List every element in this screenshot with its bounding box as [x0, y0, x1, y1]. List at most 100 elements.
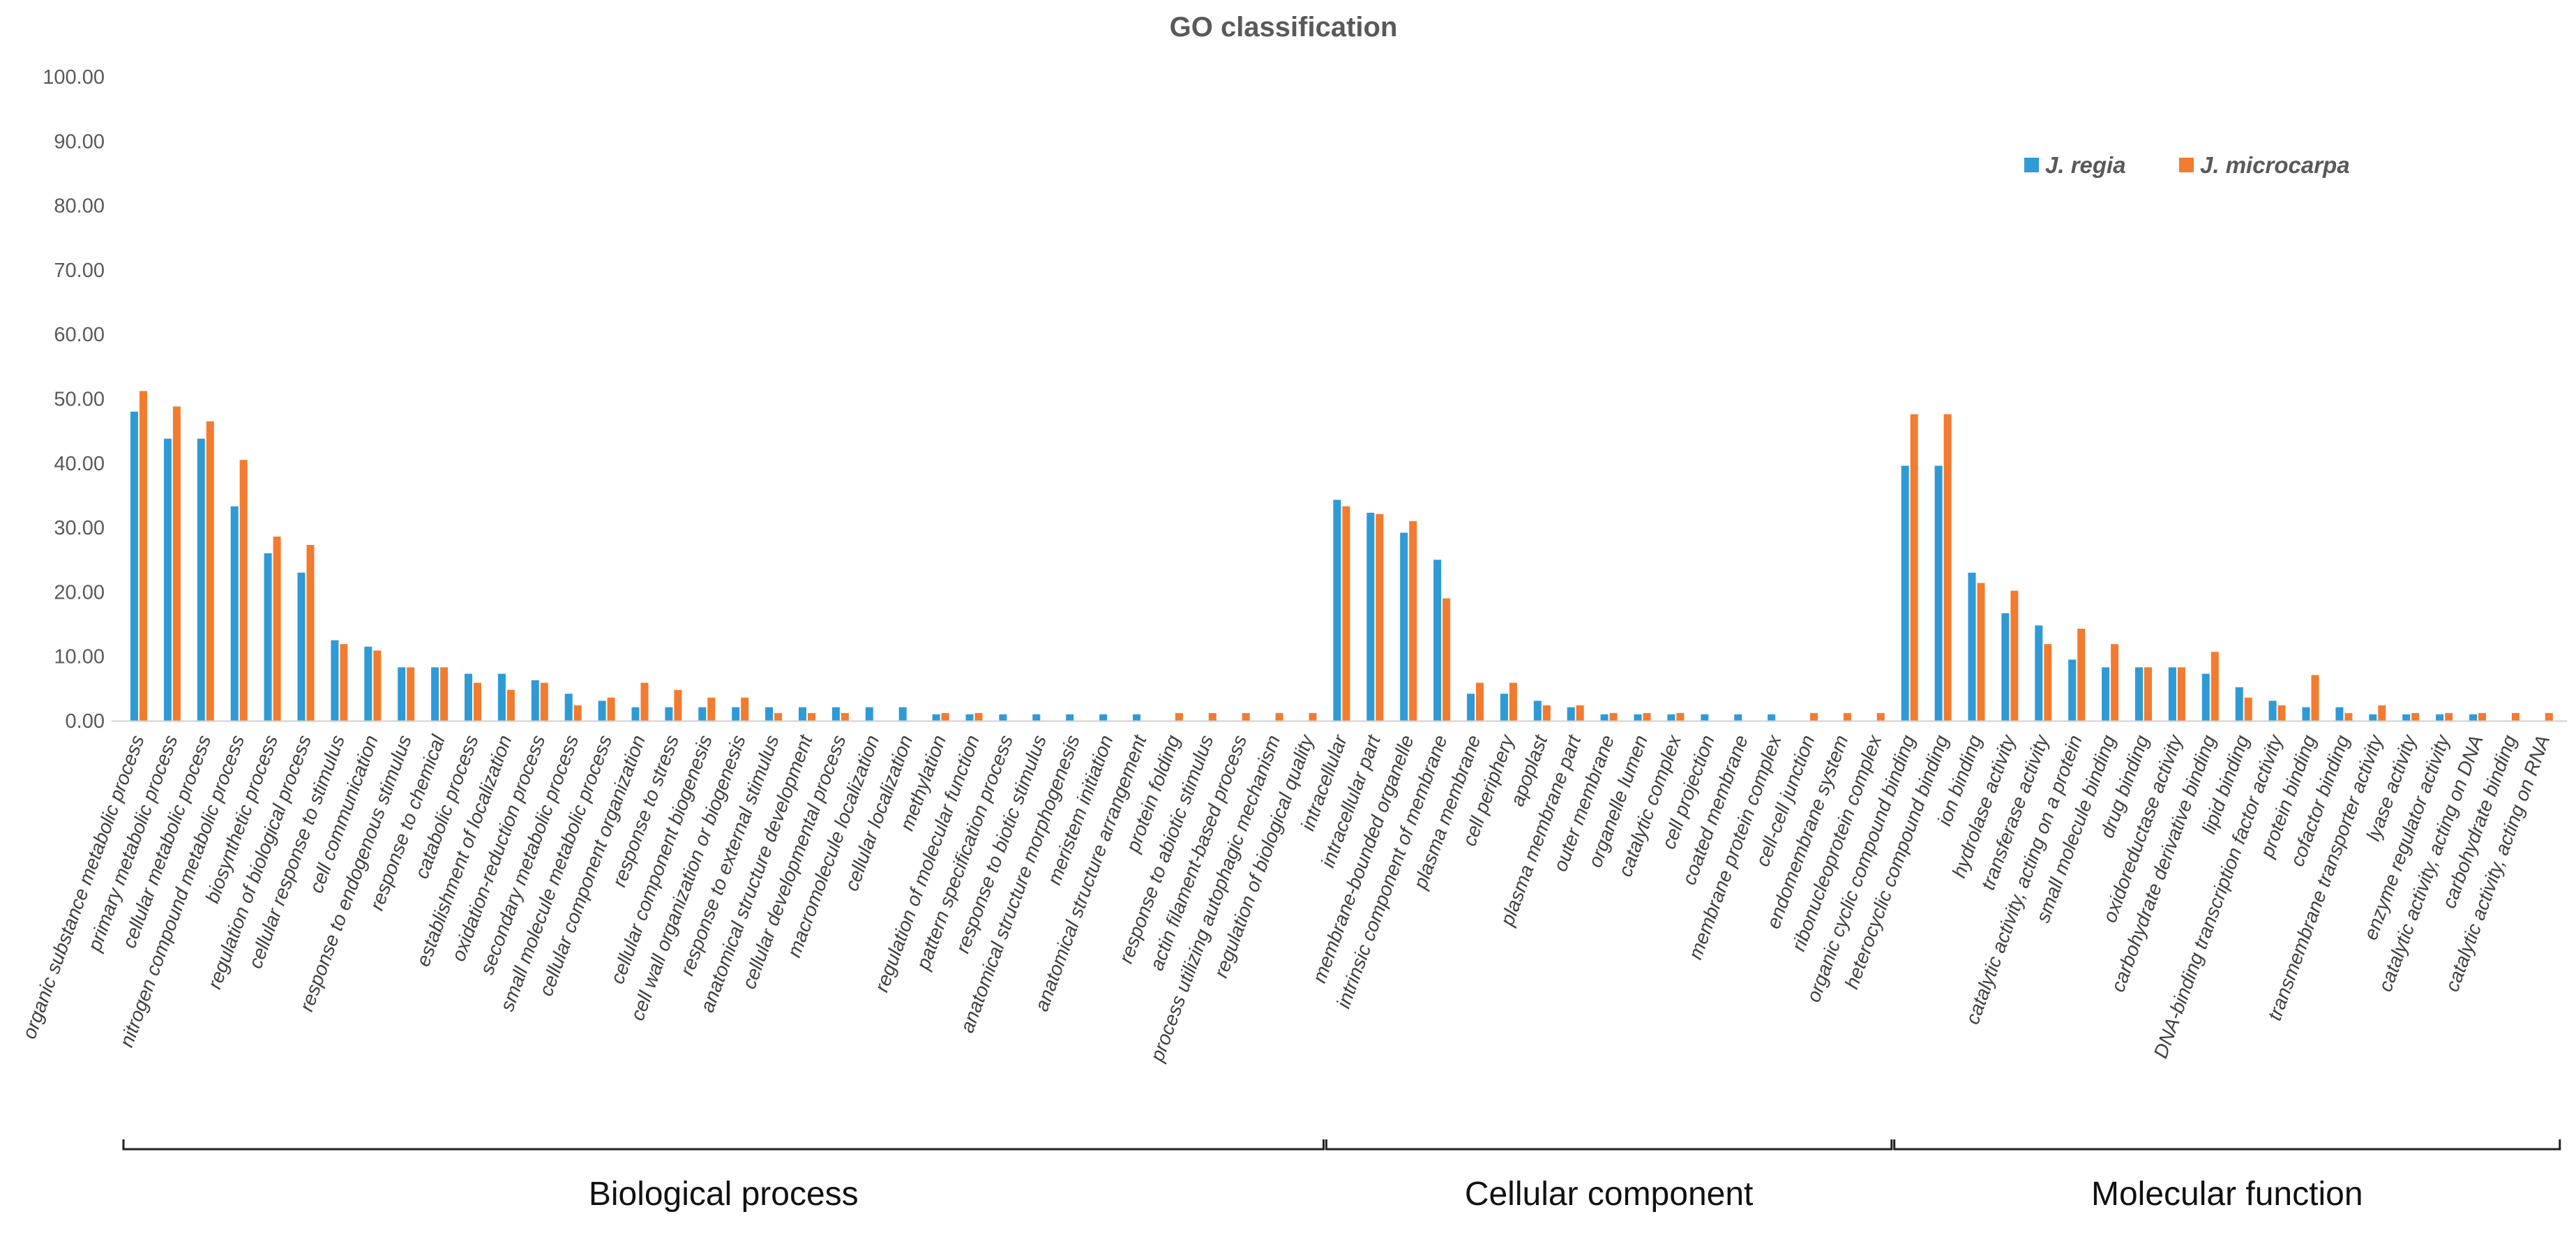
bar-j-microcarpa [640, 682, 649, 721]
legend-swatch [2179, 158, 2194, 172]
bar-j-regia [1099, 714, 1108, 721]
bar-j-microcarpa [741, 697, 749, 721]
bar-j-microcarpa [1810, 712, 1818, 721]
bar-j-regia [2001, 613, 2010, 721]
bar-j-microcarpa [1910, 414, 1918, 721]
bar-j-microcarpa [1977, 583, 1985, 721]
bar-j-regia [1366, 512, 1375, 721]
bar-j-regia [665, 707, 673, 721]
bar-j-microcarpa [373, 650, 382, 721]
bar-j-microcarpa [172, 406, 181, 721]
bar-j-microcarpa [1609, 712, 1618, 721]
bar-j-regia [2302, 707, 2310, 721]
legend-label: J. regia [2045, 152, 2126, 178]
bar-j-microcarpa [1242, 712, 1250, 721]
bar-j-regia [1133, 714, 1140, 721]
bar-j-regia [2168, 667, 2176, 721]
x-tick-label: organic substance metabolic process [18, 732, 149, 1042]
bar-j-microcarpa [2077, 629, 2086, 721]
y-tick-label: 50.00 [54, 389, 105, 411]
bar-j-regia [1533, 701, 1542, 721]
bar-j-microcarpa [2378, 705, 2386, 721]
bar-j-regia [297, 572, 306, 721]
bar-j-regia [932, 714, 940, 721]
bar-j-microcarpa [2545, 712, 2553, 721]
bar-j-regia [1500, 694, 1508, 721]
bar-j-microcarpa [1208, 712, 1217, 721]
bar-j-microcarpa [340, 644, 348, 721]
bar-j-regia [1701, 714, 1709, 721]
bar-j-regia [2369, 714, 2377, 721]
bar-j-microcarpa [1876, 712, 1885, 721]
bar-j-microcarpa [440, 667, 449, 721]
bar-j-regia [1333, 500, 1341, 721]
bar-j-regia [398, 667, 406, 721]
bar-j-regia [965, 714, 974, 721]
chart-title: GO classification [1170, 12, 1398, 43]
bar-j-regia [264, 553, 272, 721]
bar-j-regia [799, 707, 806, 721]
y-tick-label: 60.00 [54, 324, 105, 346]
bar-j-microcarpa [1542, 705, 1551, 721]
bar-j-regia [2068, 659, 2077, 721]
bar-j-regia [564, 694, 573, 721]
bar-j-regia [1968, 572, 1976, 721]
group-bracket [1893, 1139, 2561, 1151]
bar-j-microcarpa [607, 697, 615, 721]
bar-j-regia [765, 707, 774, 721]
bar-j-microcarpa [2177, 667, 2185, 721]
bar-j-microcarpa [407, 667, 415, 721]
bar-j-microcarpa [1275, 712, 1283, 721]
bar-j-regia [431, 667, 439, 721]
bar-j-regia [2436, 714, 2444, 721]
bar-j-microcarpa [2244, 697, 2252, 721]
bar-j-regia [1567, 707, 1575, 721]
bar-j-regia [1901, 465, 1909, 721]
y-tick-label: 70.00 [54, 260, 105, 282]
y-tick-label: 0.00 [66, 710, 105, 733]
bar-j-regia [598, 701, 606, 721]
bar-j-regia [2402, 714, 2411, 721]
bar-j-microcarpa [1342, 506, 1350, 721]
bar-j-regia [1600, 714, 1609, 721]
bar-j-microcarpa [474, 682, 481, 721]
bar-j-microcarpa [2111, 644, 2119, 721]
bar-j-regia [2201, 673, 2210, 721]
bar-j-microcarpa [941, 712, 949, 721]
group-label: Biological process [589, 1176, 859, 1213]
bar-j-microcarpa [140, 391, 147, 721]
bar-j-microcarpa [1309, 712, 1317, 721]
bar-j-microcarpa [273, 537, 281, 721]
bar-j-microcarpa [1843, 712, 1851, 721]
group-bracket [1325, 1139, 1893, 1151]
bar-j-microcarpa [1175, 712, 1183, 721]
bar-j-microcarpa [2344, 712, 2353, 721]
bar-j-regia [1433, 560, 1442, 721]
bar-j-regia [1400, 532, 1408, 721]
bar-j-microcarpa [674, 689, 682, 721]
bar-j-regia [197, 438, 205, 721]
bar-j-microcarpa [540, 682, 548, 721]
bar-j-regia [230, 506, 239, 721]
bar-j-microcarpa [2010, 590, 2019, 721]
bar-j-regia [865, 707, 873, 721]
bar-j-microcarpa [206, 421, 214, 721]
bar-j-microcarpa [841, 712, 849, 721]
bar-j-microcarpa [1476, 682, 1484, 721]
bar-j-regia [2235, 687, 2243, 721]
category-groups: Biological process Cellular component Mole… [122, 1139, 2561, 1213]
y-tick-label: 90.00 [54, 130, 105, 153]
bar-j-regia [631, 707, 640, 721]
bar-j-microcarpa [974, 712, 983, 721]
bar-j-regia [2035, 625, 2043, 721]
bar-j-regia [999, 714, 1007, 721]
bar-j-microcarpa [1443, 598, 1451, 721]
bar-j-regia [2102, 667, 2110, 721]
bar-j-microcarpa [2445, 712, 2453, 721]
bar-j-microcarpa [2478, 712, 2486, 721]
bar-j-microcarpa [808, 712, 815, 721]
bar-j-microcarpa [1676, 712, 1685, 721]
bar-j-regia [331, 640, 339, 721]
bar-j-microcarpa [306, 545, 315, 721]
bar-j-microcarpa [1643, 712, 1651, 721]
